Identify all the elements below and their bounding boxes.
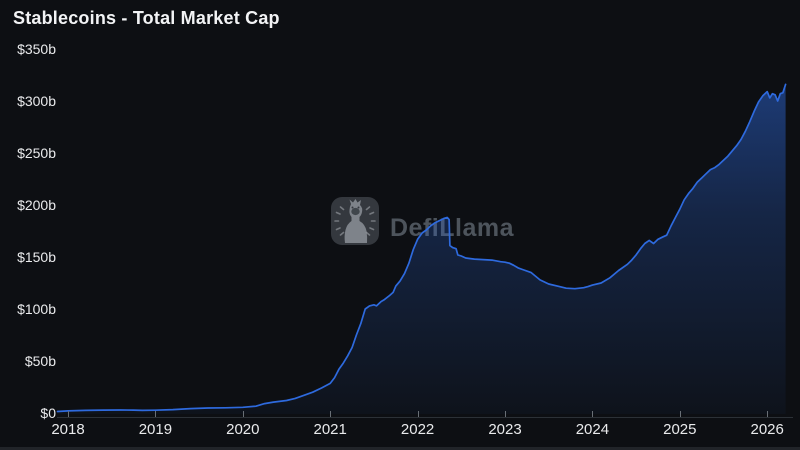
x-axis-tick-label: 2024 [575,421,610,438]
x-axis-tick-mark [330,411,332,417]
x-axis-tick-mark [505,411,506,417]
y-axis-tick-label: $350b [17,41,56,57]
x-axis-tick-mark [767,411,769,417]
x-axis-tick-mark [417,411,419,417]
window-bottom-edge [0,447,800,450]
y-axis-tick-label: $300b [17,93,56,109]
x-axis-tick-mark [242,411,244,417]
y-axis-tick-label: $250b [17,145,56,161]
x-axis-tick-mark [155,411,157,417]
defillama-watermark: DefiLlama [330,196,514,246]
chart-title: Stablecoins - Total Market Cap [13,8,280,28]
y-axis-tick-label: $200b [17,197,56,213]
x-axis-tick-mark [68,411,69,417]
x-axis-tick-label: 2023 [488,421,522,438]
x-axis-tick-label: 2025 [663,421,697,438]
x-axis-tick-label: 2021 [313,421,347,438]
x-axis-tick-label: 2019 [138,421,173,438]
x-axis-tick-label: 2022 [400,421,435,438]
y-axis-tick-label: $0 [40,405,56,421]
x-axis-tick-label: 2020 [226,421,260,438]
clock-dashes [334,206,376,236]
y-axis-tick-label: $150b [17,249,56,265]
defillama-watermark-text: DefiLlama [390,213,514,242]
x-axis-line [57,417,793,418]
x-axis-tick-label: 2026 [750,421,784,438]
market-cap-line [56,83,787,413]
llama-silhouette [344,199,368,243]
y-axis-tick-label: $50b [24,353,56,369]
y-axis-tick-label: $100b [17,301,56,317]
x-axis-tick-mark [679,411,681,417]
defillama-llama-logo-icon [331,197,379,245]
x-axis-tick-label: 2018 [51,421,85,438]
market-cap-area-fill [57,84,786,415]
x-axis-tick-mark [592,411,594,417]
